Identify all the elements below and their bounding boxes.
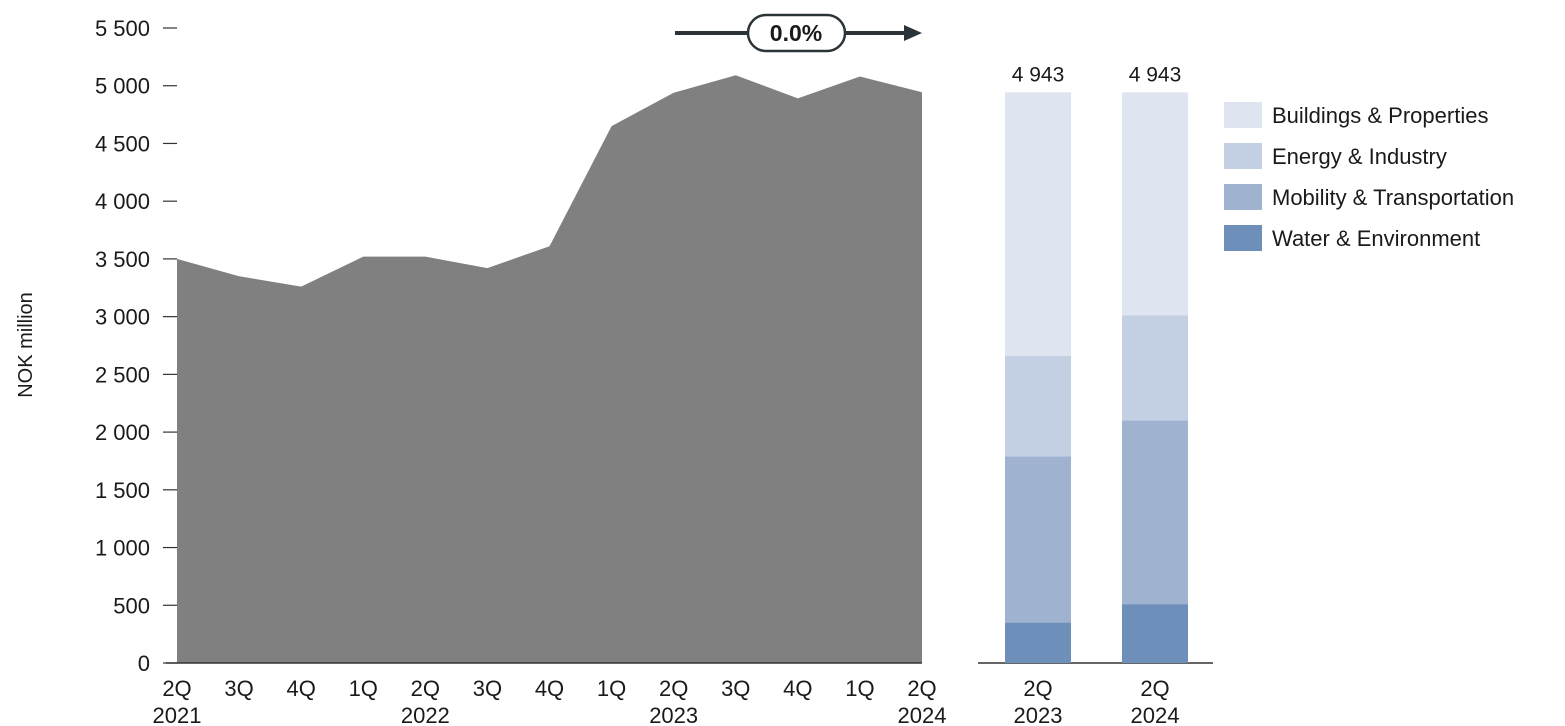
y-tick-label: 1 000 [95,536,150,561]
bar-x-tick-year: 2024 [1131,703,1180,726]
y-tick-label: 5 000 [95,74,150,99]
bar-segment [1005,355,1071,457]
bar-segment [1122,420,1188,605]
x-tick-label: 1Q [597,676,626,701]
legend-label: Energy & Industry [1272,144,1447,169]
growth-pill [746,13,847,53]
bar-segment [1005,456,1071,623]
y-tick-label: 5 500 [95,16,150,41]
bar-x-tick-label: 2Q [1140,676,1169,701]
x-tick-year: 2023 [649,703,698,726]
x-tick-label: 4Q [783,676,812,701]
x-tick-label: 1Q [845,676,874,701]
y-tick-label: 3 500 [95,247,150,272]
x-tick-label: 3Q [224,676,253,701]
area-series [177,75,922,664]
x-tick-label: 2Q [659,676,688,701]
y-tick-label: 2 000 [95,420,150,445]
growth-annotation: 0.0% [675,13,922,53]
x-tick-label: 3Q [721,676,750,701]
x-tick-label: 1Q [349,676,378,701]
legend-swatch [1224,143,1262,169]
y-tick-label: 500 [113,593,150,618]
x-tick-label: 4Q [535,676,564,701]
legend-swatch [1224,102,1262,128]
x-tick-year: 2024 [898,703,947,726]
x-tick-label: 2Q [907,676,936,701]
y-axis-ticks: 0 500 1 000 1 500 2 000 2 500 3 000 3 500 4 000 4… [95,16,177,676]
area-chart [166,75,922,664]
bar-segment [1122,315,1188,421]
bar-segment [1122,92,1188,316]
legend-label: Buildings & Properties [1272,103,1488,128]
legend: Buildings & Properties Energy & Industry M… [1224,102,1514,251]
x-tick-label: 3Q [473,676,502,701]
x-tick-year: 2022 [401,703,450,726]
y-tick-label: 4 500 [95,131,150,156]
y-tick-label: 2 500 [95,362,150,387]
growth-value: 0.0% [770,20,822,46]
y-tick-label: 4 000 [95,189,150,214]
legend-swatch [1224,225,1262,251]
legend-label: Water & Environment [1272,226,1480,251]
x-tick-label: 4Q [286,676,315,701]
y-tick-label: 1 500 [95,478,150,503]
y-tick-label: 0 [138,651,150,676]
growth-arrow-head [904,25,922,41]
bar-x-tick-year: 2023 [1014,703,1063,726]
bar-total-label: 4 943 [1012,63,1065,86]
y-tick-label: 3 000 [95,305,150,330]
bar-segment [1005,92,1071,356]
bar-total-label: 4 943 [1129,63,1182,86]
x-tick-year: 2021 [153,703,202,726]
legend-swatch [1224,184,1262,210]
bar-x-tick-label: 2Q [1023,676,1052,701]
x-tick-label: 2Q [411,676,440,701]
bar-segment [1005,622,1071,663]
x-tick-label: 2Q [162,676,191,701]
y-axis-label: NOK million [15,292,37,398]
legend-label: Mobility & Transportation [1272,185,1514,210]
bar-segment [1122,604,1188,663]
